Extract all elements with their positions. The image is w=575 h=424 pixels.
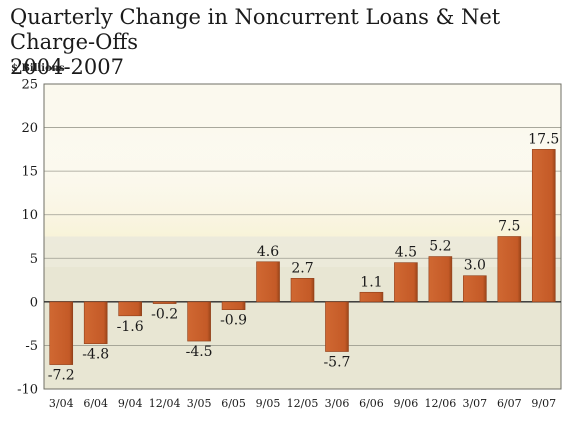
bar (290, 278, 315, 303)
data-label: 17.5 (528, 131, 559, 147)
data-label: -0.9 (220, 313, 247, 329)
x-tick-label: 6/05 (221, 397, 246, 410)
bar (394, 262, 418, 303)
y-tick-label: 15 (21, 165, 38, 180)
data-label: 7.5 (498, 219, 520, 235)
x-tick-label: 9/05 (256, 397, 281, 410)
bar (118, 301, 142, 317)
bar (187, 301, 211, 342)
data-label: -4.8 (82, 347, 109, 363)
plot-border (43, 83, 562, 390)
x-tick-label: 3/07 (462, 397, 487, 410)
y-tick-labels: -10 -5 0 5 10 15 20 25 (17, 78, 38, 398)
x-tick-label: 6/06 (359, 397, 384, 410)
bar (428, 256, 453, 303)
data-label: -4.5 (186, 344, 213, 360)
bar (221, 301, 246, 311)
y-tick-label: 5 (30, 252, 38, 267)
data-label: -5.7 (323, 355, 350, 371)
x-tick-labels: 3/04 6/04 9/04 12/04 3/05 6/05 9/05 12/05 3/06 6/… (49, 397, 556, 410)
x-tick-label: 12/04 (149, 397, 181, 410)
bar (152, 301, 177, 304)
data-label: -1.6 (117, 319, 144, 335)
x-tick-label: 9/04 (118, 397, 143, 410)
x-tick-label: 12/05 (287, 397, 319, 410)
chart-title-line2: 2004-2007 (10, 55, 124, 79)
bars (49, 149, 556, 365)
y-axis-unit-label: $ Billions (11, 63, 65, 74)
data-label: -0.2 (151, 307, 178, 323)
chart-title: Quarterly Change in Noncurrent Loans & N… (10, 5, 570, 80)
y-tick-label: 10 (21, 208, 38, 223)
plot-area (44, 84, 561, 389)
x-tick-label: 9/07 (531, 397, 556, 410)
y-tick-label: -10 (17, 383, 38, 398)
data-label: -7.2 (48, 368, 75, 384)
x-tick-label: 6/04 (83, 397, 108, 410)
bar (497, 236, 522, 303)
plot-band-highlight (44, 236, 561, 267)
x-tick-label: 3/05 (187, 397, 212, 410)
x-tick-label: 3/04 (49, 397, 74, 410)
bar (531, 149, 556, 303)
bar (83, 301, 108, 344)
x-tick-label: 3/06 (325, 397, 350, 410)
data-label: 4.6 (257, 244, 279, 260)
y-tick-label: 20 (21, 121, 38, 136)
bar (256, 261, 280, 303)
data-label: 3.0 (464, 258, 486, 274)
data-label: 5.2 (429, 239, 451, 255)
bar (463, 275, 487, 303)
data-label: 2.7 (291, 260, 313, 276)
y-tick-label: 25 (21, 78, 38, 93)
data-label: 4.5 (395, 245, 417, 261)
bar (49, 301, 74, 365)
bar (325, 301, 349, 352)
y-tick-label: -5 (25, 339, 38, 354)
data-labels: -7.2 -4.8 -1.6 -0.2 -4.5 -0.9 4.6 2.7 -5.7 1.1 4.5… (48, 131, 560, 383)
y-tick-label: 0 (30, 295, 38, 310)
chart-title-line1: Quarterly Change in Noncurrent Loans & N… (10, 5, 501, 54)
data-label: 1.1 (360, 274, 382, 290)
bar (359, 291, 384, 303)
x-tick-label: 12/06 (425, 397, 457, 410)
x-tick-label: 6/07 (497, 397, 522, 410)
x-tick-label: 9/06 (394, 397, 419, 410)
